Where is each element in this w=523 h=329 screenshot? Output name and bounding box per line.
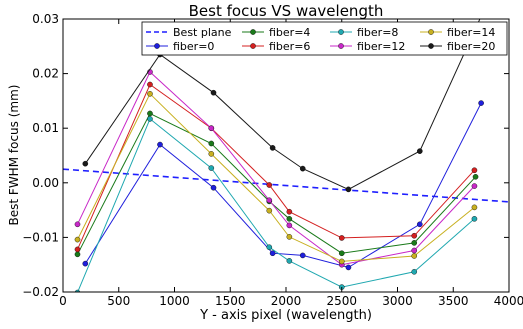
data-point-2-7 [471,167,478,174]
data-point-5-0 [74,236,81,243]
y-tick-label: −0.01 [22,230,59,244]
x-tick-label: 3500 [438,294,469,308]
y-tick-label: 0.02 [32,67,59,81]
legend-entry-series-4-label: fiber=12 [357,40,405,53]
y-axis-label: Best FWHM focus (mm) [7,85,21,226]
data-point-4-3 [266,197,273,204]
data-point-5-1 [147,91,153,97]
data-point-1-1 [147,110,153,117]
y-tick-label: 0.01 [32,121,59,135]
data-point-0-2 [210,184,217,191]
data-point-6-4 [299,165,306,172]
series-line-4 [77,71,475,266]
data-point-3-6 [411,268,418,275]
data-point-4-4 [286,222,293,229]
data-point-6-6 [416,148,423,154]
data-point-6-2 [210,89,217,96]
x-tick-label: 3000 [382,294,413,308]
legend-entry-series-2-label: fiber=6 [269,40,310,53]
data-point-2-5 [338,235,345,241]
x-tick-label: 1500 [215,294,246,308]
data-point-5-4 [286,234,293,240]
data-point-2-3 [266,182,273,188]
legend-entry-series-3-marker [338,29,344,35]
legend-entry-series-1-label: fiber=4 [269,26,310,39]
data-point-0-6 [416,221,423,228]
legend-box [141,21,508,56]
x-tick-label: 2500 [326,294,357,308]
legend-entry-series-0-label: fiber=0 [173,40,214,53]
legend-entry-series-5-label: fiber=14 [447,26,495,39]
legend-entry-series-6-marker [428,43,434,49]
data-point-0-3 [269,250,276,257]
data-point-4-7 [471,183,478,189]
data-point-6-3 [269,145,276,151]
data-point-3-4 [286,258,293,264]
series-line-1 [77,112,476,255]
legend-entry-best-plane-label: Best plane [173,26,232,39]
data-point-1-5 [338,250,345,257]
x-axis-label: Y - axis pixel (wavelength) [199,308,372,323]
x-tick-label: 0 [59,294,67,308]
y-tick-label: 0.00 [32,176,59,190]
series-line-0 [84,102,482,268]
data-point-2-6 [411,232,418,239]
best-plane-line [63,168,509,203]
x-tick-label: 4000 [494,294,523,308]
legend-entry-series-1-marker [250,29,256,35]
data-point-3-0 [74,289,81,292]
legend: Best planefiber=0fiber=4fiber=6fiber=8fi… [141,21,508,56]
x-tick-label: 500 [107,294,130,308]
data-point-1-0 [74,251,81,258]
data-point-5-6 [411,253,418,259]
data-point-1-4 [286,216,293,222]
data-point-2-0 [74,246,81,253]
data-point-0-4 [299,252,306,259]
data-point-0-0 [82,260,89,267]
legend-entry-series-6-label: fiber=20 [447,40,495,53]
series-layer [63,19,509,292]
legend-entry-series-2-marker [250,43,256,49]
data-point-2-1 [147,81,153,88]
x-tick-label: 1000 [159,294,190,308]
data-point-1-2 [208,140,215,147]
data-point-1-7 [472,173,479,180]
plot-frame [62,18,510,293]
legend-entry-series-5-marker [428,29,434,35]
data-point-6-5 [345,186,352,193]
legend-entry-series-3-label: fiber=8 [357,26,398,39]
data-point-5-3 [266,207,273,214]
series-line-6 [84,19,481,190]
y-tick-label: −0.02 [22,285,59,299]
chart-title: Best focus VS wavelength [189,2,384,20]
data-point-6-7 [480,19,482,20]
data-point-2-4 [286,208,293,215]
series-line-3 [77,118,475,292]
data-point-3-3 [266,244,273,251]
legend-entry-series-4-marker [338,43,344,49]
data-point-0-5 [345,264,352,271]
series-line-5 [77,92,475,262]
data-point-3-2 [208,165,215,171]
data-point-1-6 [411,240,418,246]
data-point-6-0 [82,160,89,167]
series-line-2 [77,83,475,250]
data-point-5-2 [208,151,215,157]
data-point-5-5 [338,258,345,265]
data-point-4-2 [208,125,215,131]
legend-entry-series-0-marker [154,43,160,49]
data-point-5-7 [471,204,478,211]
data-point-4-6 [411,247,418,254]
data-point-3-1 [147,116,153,122]
data-point-3-7 [471,216,478,222]
tick-layer: 0 500 1000 1500 2000 2500 3000 3500 4000 −0.02 −0.… [22,12,523,308]
y-tick-label: 0.03 [32,12,59,26]
data-point-0-1 [157,141,163,148]
x-tick-label: 2000 [271,294,302,308]
data-point-0-7 [478,100,484,106]
data-point-4-0 [74,221,81,228]
